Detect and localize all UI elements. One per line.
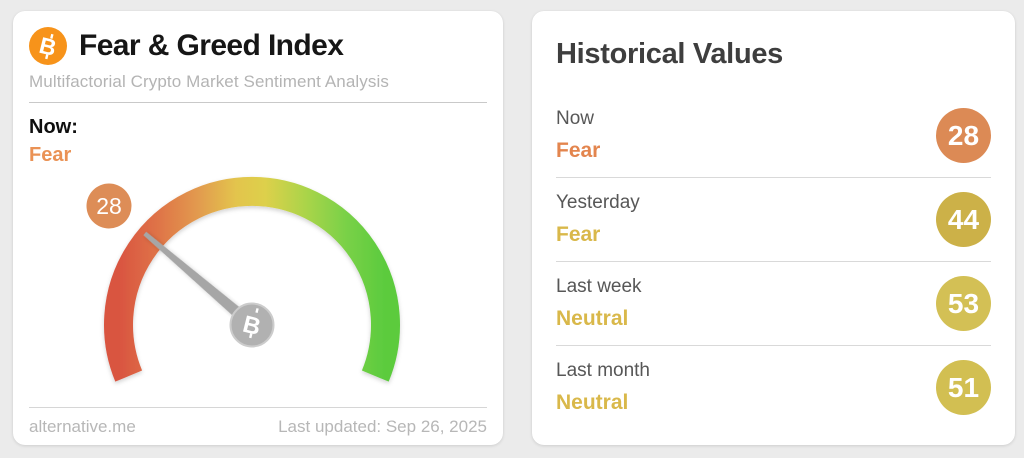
row-classification: Neutral (556, 391, 629, 414)
svg-text:B: B (240, 311, 263, 341)
history-row-last-week: Last week Neutral 53 (556, 261, 991, 345)
footer-divider (29, 407, 487, 408)
gauge-value-badge: 28 (86, 183, 132, 229)
row-period-label: Last week (556, 276, 642, 297)
history-row-now: Now Fear 28 (556, 94, 991, 177)
row-period-label: Now (556, 108, 595, 129)
row-value-badge: 44 (936, 192, 991, 247)
header-divider (29, 102, 487, 103)
gauge-value-label: 28 (96, 193, 122, 219)
historical-rows: Now Fear 28 Yesterday Fear 44 Last week … (556, 94, 991, 429)
row-classification: Fear (556, 223, 601, 246)
row-classification: Neutral (556, 307, 629, 330)
historical-values-card: Historical Values Now Fear 28 Yesterday … (532, 11, 1015, 445)
historical-values-title: Historical Values (556, 38, 784, 70)
svg-text:B: B (37, 32, 59, 61)
card-subtitle: Multifactorial Crypto Market Sentiment A… (29, 72, 389, 91)
bitcoin-icon: B (29, 27, 67, 65)
row-value-badge: 53 (936, 276, 991, 331)
card-header: B Fear & Greed Index (29, 26, 487, 66)
fear-greed-gauge: B 28 (86, 177, 400, 382)
now-classification: Fear (29, 144, 72, 166)
row-period-label: Last month (556, 360, 650, 381)
now-label: Now: (29, 116, 78, 138)
row-classification: Fear (556, 139, 601, 162)
last-updated-text: Last updated: Sep 26, 2025 (278, 417, 487, 436)
gauge-arc (104, 177, 400, 382)
history-row-yesterday: Yesterday Fear 44 (556, 177, 991, 261)
row-value-badge: 28 (936, 108, 991, 163)
fear-greed-index-card: B Fear & Greed Index Multifactorial Cryp… (13, 11, 503, 445)
history-row-last-month: Last month Neutral 51 (556, 345, 991, 429)
row-period-label: Yesterday (556, 192, 640, 213)
card-footer: alternative.me Last updated: Sep 26, 202… (29, 417, 487, 437)
gauge-hub-bitcoin-icon: B (229, 302, 275, 348)
alternative-me-link[interactable]: alternative.me (29, 417, 136, 436)
gauge-needle (143, 231, 256, 330)
row-value-badge: 51 (936, 360, 991, 415)
page-title: Fear & Greed Index (79, 29, 344, 62)
